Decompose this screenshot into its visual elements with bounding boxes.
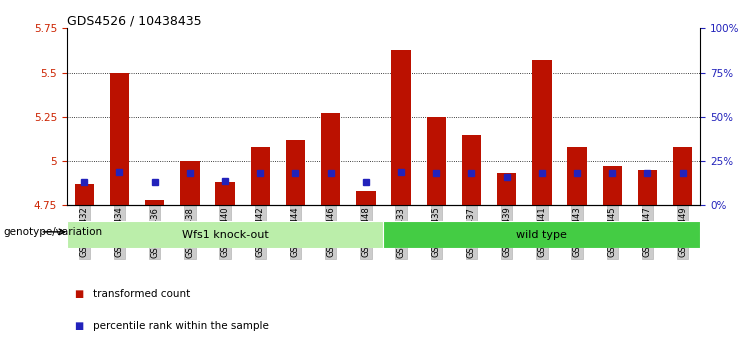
- Bar: [145, 200, 165, 205]
- Text: ■: ■: [74, 289, 83, 299]
- Bar: [321, 113, 340, 205]
- Text: genotype/variation: genotype/variation: [4, 227, 103, 237]
- Bar: [250, 147, 270, 205]
- Text: ■: ■: [74, 321, 83, 331]
- Bar: [497, 173, 516, 205]
- Bar: [75, 184, 94, 205]
- Bar: [638, 170, 657, 205]
- Bar: [356, 191, 376, 205]
- Bar: [110, 73, 129, 205]
- Bar: [602, 166, 622, 205]
- Bar: [532, 60, 551, 205]
- Bar: [180, 161, 199, 205]
- Text: transformed count: transformed count: [93, 289, 190, 299]
- Text: wild type: wild type: [516, 229, 568, 240]
- Bar: [462, 135, 481, 205]
- Bar: [568, 147, 587, 205]
- Bar: [391, 50, 411, 205]
- Text: percentile rank within the sample: percentile rank within the sample: [93, 321, 268, 331]
- Bar: [673, 147, 692, 205]
- Text: GDS4526 / 10438435: GDS4526 / 10438435: [67, 14, 202, 27]
- Bar: [216, 182, 235, 205]
- Bar: [286, 140, 305, 205]
- FancyBboxPatch shape: [67, 221, 384, 248]
- FancyBboxPatch shape: [384, 221, 700, 248]
- Bar: [427, 117, 446, 205]
- Text: Wfs1 knock-out: Wfs1 knock-out: [182, 229, 268, 240]
